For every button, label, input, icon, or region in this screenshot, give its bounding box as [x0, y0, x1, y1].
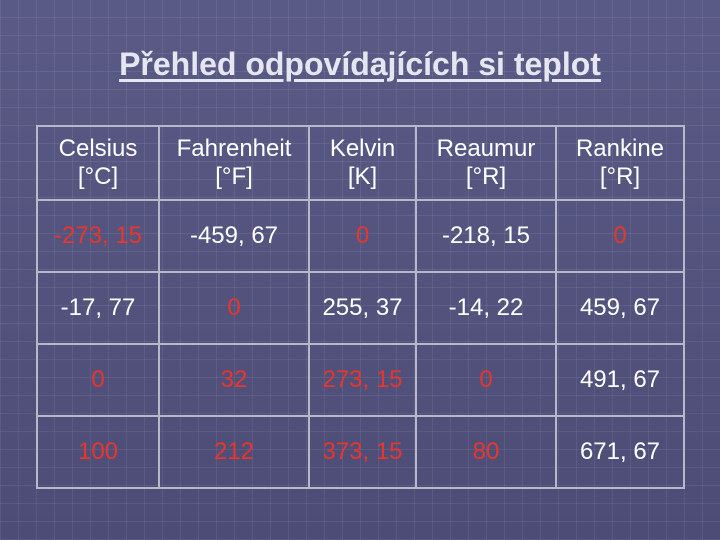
slide-title: Přehled odpovídajících si teplot	[119, 46, 601, 82]
table-cell: 255, 37	[308, 271, 417, 345]
header-unit: [°R]	[465, 163, 507, 190]
table-cell: 100	[36, 415, 160, 489]
table-cell: 459, 67	[555, 271, 685, 345]
table-cell: -459, 67	[158, 199, 310, 273]
table-cell: 373, 15	[308, 415, 417, 489]
table-cell: -273, 15	[36, 199, 160, 273]
table-cell: 32	[158, 343, 310, 417]
header-cell: Fahrenheit [°F]	[158, 125, 310, 201]
table-body: -273, 15 -459, 67 0 -218, 15 0 -17, 77 0 255, 3…	[36, 199, 685, 489]
table-cell: 80	[415, 415, 557, 489]
header-unit: [°C]	[77, 163, 119, 190]
header-cell: Rankine [°R]	[555, 125, 685, 201]
table-row: -17, 77 0 255, 37 -14, 22 459, 67	[36, 271, 685, 345]
table-cell: -218, 15	[415, 199, 557, 273]
temperature-table: Celsius [°C] Fahrenheit [°F] Kelvin [K] Reaumu…	[36, 125, 685, 489]
header-name: Rankine	[575, 135, 665, 162]
table-cell: 0	[158, 271, 310, 345]
table-cell: 0	[415, 343, 557, 417]
table-cell: 491, 67	[555, 343, 685, 417]
header-cell: Kelvin [K]	[308, 125, 417, 201]
header-row: Celsius [°C] Fahrenheit [°F] Kelvin [K] Reaumu…	[36, 125, 685, 201]
header-name: Celsius	[58, 135, 138, 162]
table-row: 100 212 373, 15 80 671, 67	[36, 415, 685, 489]
table-row: -273, 15 -459, 67 0 -218, 15 0	[36, 199, 685, 273]
header-cell: Reaumur [°R]	[415, 125, 557, 201]
table-row: 0 32 273, 15 0 491, 67	[36, 343, 685, 417]
header-cell: Celsius [°C]	[36, 125, 160, 201]
header-unit: [°F]	[215, 163, 253, 190]
header-unit: [°R]	[599, 163, 641, 190]
header-name: Fahrenheit	[176, 135, 292, 162]
header-unit: [K]	[347, 163, 378, 190]
table-cell: -14, 22	[415, 271, 557, 345]
table-cell: 0	[36, 343, 160, 417]
header-name: Kelvin	[329, 135, 396, 162]
table-cell: 0	[308, 199, 417, 273]
table-cell: 671, 67	[555, 415, 685, 489]
table-cell: 273, 15	[308, 343, 417, 417]
header-name: Reaumur	[436, 135, 536, 162]
table-cell: 212	[158, 415, 310, 489]
table-cell: 0	[555, 199, 685, 273]
table-cell: -17, 77	[36, 271, 160, 345]
